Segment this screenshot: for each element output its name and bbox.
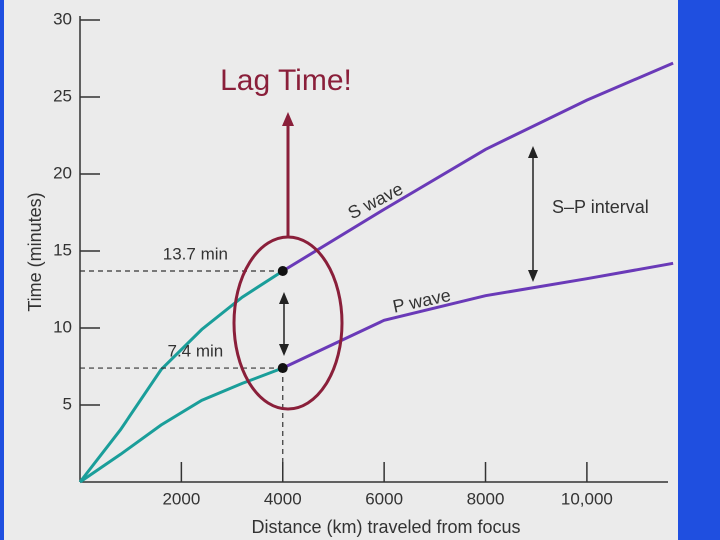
- y-tick-label: 20: [53, 163, 72, 182]
- x-tick-label: 8000: [467, 489, 505, 508]
- x-tick-label: 6000: [365, 489, 403, 508]
- y-axis-label: Time (minutes): [25, 192, 45, 311]
- y-tick-label: 30: [53, 9, 72, 28]
- chart: 5 10 15 20 25 30 2000 4000 6000 8000 10,000 13.7 mi…: [53, 9, 674, 508]
- series-line: [78, 269, 284, 483]
- marker-dot: [277, 363, 288, 374]
- x-tick-label: 4000: [264, 489, 302, 508]
- series-line: [282, 261, 674, 370]
- y-tick-label: 25: [53, 86, 72, 105]
- interval-arrow-head: [528, 270, 538, 282]
- marker-label: 7.4 min: [168, 342, 224, 361]
- lag-arrow-head: [282, 112, 294, 126]
- marker-dot: [277, 266, 288, 277]
- marker-label: 13.7 min: [163, 245, 228, 264]
- chart-background: [0, 0, 678, 540]
- chart-title: Lag Time!: [220, 64, 352, 97]
- x-tick-label: 10,000: [561, 489, 613, 508]
- x-axis-label: Distance (km) traveled from focus: [251, 517, 520, 537]
- series-line: [282, 61, 674, 273]
- interval-arrow-head: [528, 146, 538, 158]
- y-tick-label: 5: [63, 394, 72, 413]
- y-tick-label: 10: [53, 317, 72, 336]
- x-tick-label: 2000: [162, 489, 200, 508]
- lag-interval-arrow-head: [279, 344, 289, 356]
- lag-interval-arrow-head: [279, 292, 289, 304]
- y-tick-label: 15: [53, 240, 72, 259]
- interval-label: S–P interval: [552, 197, 649, 217]
- slide-border: [0, 0, 4, 540]
